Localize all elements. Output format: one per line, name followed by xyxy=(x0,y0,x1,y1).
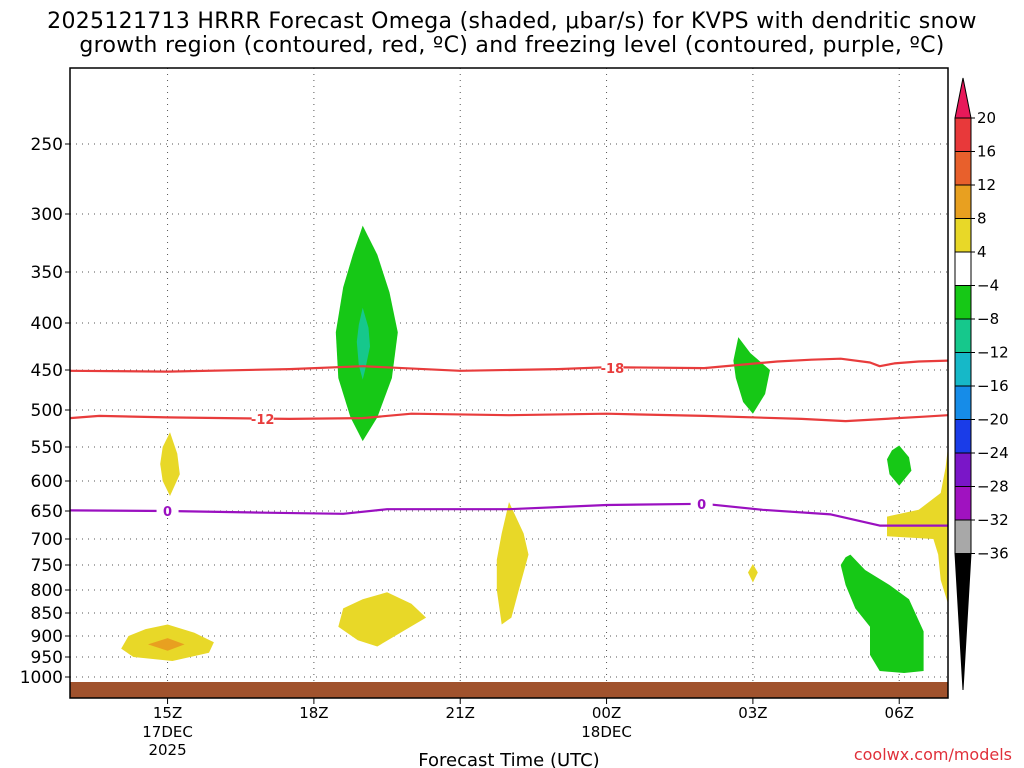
y-tick-label-600: 600 xyxy=(31,472,63,492)
y-tick-label-1000: 1000 xyxy=(20,668,63,688)
plot-frame xyxy=(69,67,949,699)
colorbar-segment-13 xyxy=(954,519,972,554)
colorbar-segment-3 xyxy=(954,184,972,219)
y-tick-label-950: 950 xyxy=(31,648,63,668)
y-tick-label-400: 400 xyxy=(31,314,63,334)
x-tick-label-18Z: 18Z xyxy=(299,704,328,722)
omega-region-3 xyxy=(733,337,770,414)
plot-area: 0 0 -12 -18 xyxy=(70,68,948,698)
omega-region-4 xyxy=(887,445,912,486)
y-tick-label-500: 500 xyxy=(31,401,63,421)
contour-line-0 xyxy=(70,502,948,527)
x-tick-label-21Z: 21Z xyxy=(446,704,475,722)
y-tick-label-650: 650 xyxy=(31,502,63,522)
contour-label-bg--18-0 xyxy=(601,361,624,376)
colorbar-bottom-arrow xyxy=(954,553,972,691)
chart-title-line-1: 2025121713 HRRR Forecast Omega (shaded, … xyxy=(47,9,977,34)
surface-terrain xyxy=(70,682,948,698)
colorbar-label-5: −4 xyxy=(977,277,999,295)
colorbar-segment-5 xyxy=(954,251,972,286)
omega-region-9 xyxy=(338,592,427,647)
y-tick-label-350: 350 xyxy=(31,263,63,283)
colorbar-label-10: −24 xyxy=(977,444,1009,462)
colorbar-segment-6 xyxy=(954,285,972,320)
omega-region-10 xyxy=(496,502,529,625)
contour-label-0-0: 0 xyxy=(163,505,172,520)
colorbar-label-2: 12 xyxy=(977,176,996,194)
x-tick-sublabel-2025: 2025 xyxy=(148,741,186,759)
colorbar-segment-1 xyxy=(954,117,972,152)
x-tick-label-15Z: 15Z xyxy=(153,704,182,722)
colorbar-label-4: 4 xyxy=(977,243,987,261)
colorbar-label-12: −32 xyxy=(977,511,1009,529)
y-tick-label-300: 300 xyxy=(31,205,63,225)
colorbar-segment-10 xyxy=(954,419,972,454)
colorbar-label-1: 16 xyxy=(977,143,996,161)
colorbar-segment-4 xyxy=(954,218,972,253)
omega-region-2 xyxy=(356,307,370,380)
y-tick-label-800: 800 xyxy=(31,581,63,601)
x-tick-label-06Z: 06Z xyxy=(885,704,914,722)
colorbar-segment-9 xyxy=(954,385,972,420)
x-tick-label-00Z: 00Z xyxy=(592,704,621,722)
y-tick-label-750: 750 xyxy=(31,556,63,576)
contour-label-0-1: 0 xyxy=(697,498,706,513)
colorbar: 20 16 12 8 4 −4 −8 −12 −16 −20 −24 −28 −32 −36 xyxy=(954,77,1009,691)
y-tick-label-250: 250 xyxy=(31,135,63,155)
colorbar-label-3: 8 xyxy=(977,210,987,228)
colorbar-segment-7 xyxy=(954,318,972,353)
x-tick-sublabel-17DEC: 17DEC xyxy=(142,723,193,741)
x-tick-sublabel-18DEC: 18DEC xyxy=(581,723,632,741)
y-tick-label-700: 700 xyxy=(31,530,63,550)
colorbar-label-11: −28 xyxy=(977,478,1009,496)
y-tick-label-900: 900 xyxy=(31,627,63,647)
omega-region-11 xyxy=(748,564,758,583)
contour-line--12 xyxy=(70,412,948,423)
y-tick-label-450: 450 xyxy=(31,361,63,381)
colorbar-label-7: −12 xyxy=(977,344,1009,362)
site-credit: coolwx.com/models xyxy=(853,745,1012,764)
colorbar-segment-11 xyxy=(954,452,972,487)
y-tick-label-850: 850 xyxy=(31,604,63,624)
contour-label-bg-0-0 xyxy=(156,504,179,518)
contour-label-bg--12-0 xyxy=(251,411,274,426)
colorbar-label-6: −8 xyxy=(977,310,999,328)
x-axis-label: Forecast Time (UTC) xyxy=(418,750,599,768)
omega-region-8 xyxy=(148,638,185,651)
colorbar-label-0: 20 xyxy=(977,109,996,127)
colorbar-label-13: −36 xyxy=(977,545,1009,563)
contour-label--12-0: -12 xyxy=(251,413,275,428)
colorbar-segment-8 xyxy=(954,352,972,387)
y-tick-label-550: 550 xyxy=(31,438,63,458)
contour-label-bg-0-1 xyxy=(690,496,713,511)
colorbar-segment-12 xyxy=(954,486,972,521)
omega-region-6 xyxy=(160,432,180,496)
colorbar-segment-2 xyxy=(954,151,972,186)
colorbar-label-8: −16 xyxy=(977,377,1009,395)
chart-title-line-2: growth region (contoured, red, ºC) and f… xyxy=(79,33,945,58)
omega-region-5 xyxy=(840,554,924,673)
colorbar-top-arrow xyxy=(954,77,972,119)
colorbar-label-9: −20 xyxy=(977,411,1009,429)
contour-line--18 xyxy=(70,357,948,373)
contour-label--18-0: -18 xyxy=(601,362,625,377)
x-tick-label-03Z: 03Z xyxy=(738,704,767,722)
